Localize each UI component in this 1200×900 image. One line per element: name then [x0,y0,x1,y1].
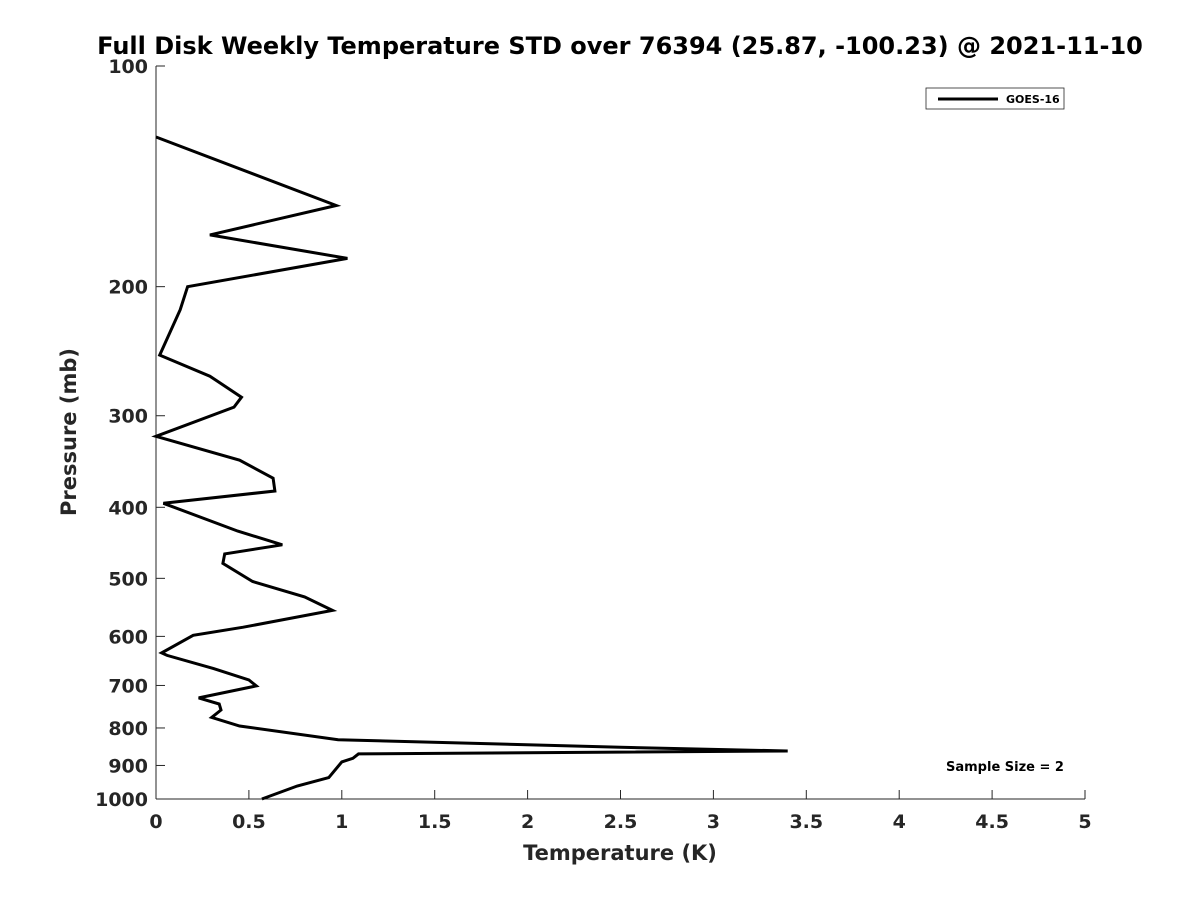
x-tick-label: 5 [1078,811,1091,833]
x-tick-label: 4 [893,811,906,833]
y-tick-label: 800 [108,718,148,740]
legend-entry-goes-16: GOES-16 [1006,93,1060,106]
x-tick-label: 2.5 [604,811,638,833]
x-axis-ticks: 0 0.5 1 1.5 2 2.5 3 3.5 4 4.5 5 [149,790,1092,833]
x-tick-label: 0.5 [232,811,266,833]
y-tick-label: 400 [108,497,148,519]
x-tick-label: 3.5 [789,811,823,833]
x-tick-label: 2 [521,811,534,833]
x-tick-label: 1 [335,811,348,833]
y-tick-label: 600 [108,626,148,648]
y-tick-label: 700 [108,675,148,697]
y-tick-label: 500 [108,568,148,590]
y-tick-label: 200 [108,277,148,299]
series-line-goes-16 [151,135,788,801]
x-tick-label: 3 [707,811,720,833]
sample-size-annotation: Sample Size = 2 [946,760,1064,775]
y-axis-label: Pressure (mb) [57,348,81,516]
x-tick-label: 0 [149,811,162,833]
chart-title: Full Disk Weekly Temperature STD over 76… [97,32,1143,60]
y-tick-label: 900 [108,755,148,777]
x-axis-label: Temperature (K) [523,841,717,865]
y-tick-label: 1000 [95,789,148,811]
legend: GOES-16 [925,87,1065,110]
x-tick-label: 4.5 [975,811,1009,833]
y-tick-label: 100 [108,56,148,78]
y-axis-ticks: 100 200 300 400 500 600 700 800 900 1000 [95,56,165,811]
y-tick-label: 300 [108,406,148,428]
x-tick-label: 1.5 [418,811,452,833]
